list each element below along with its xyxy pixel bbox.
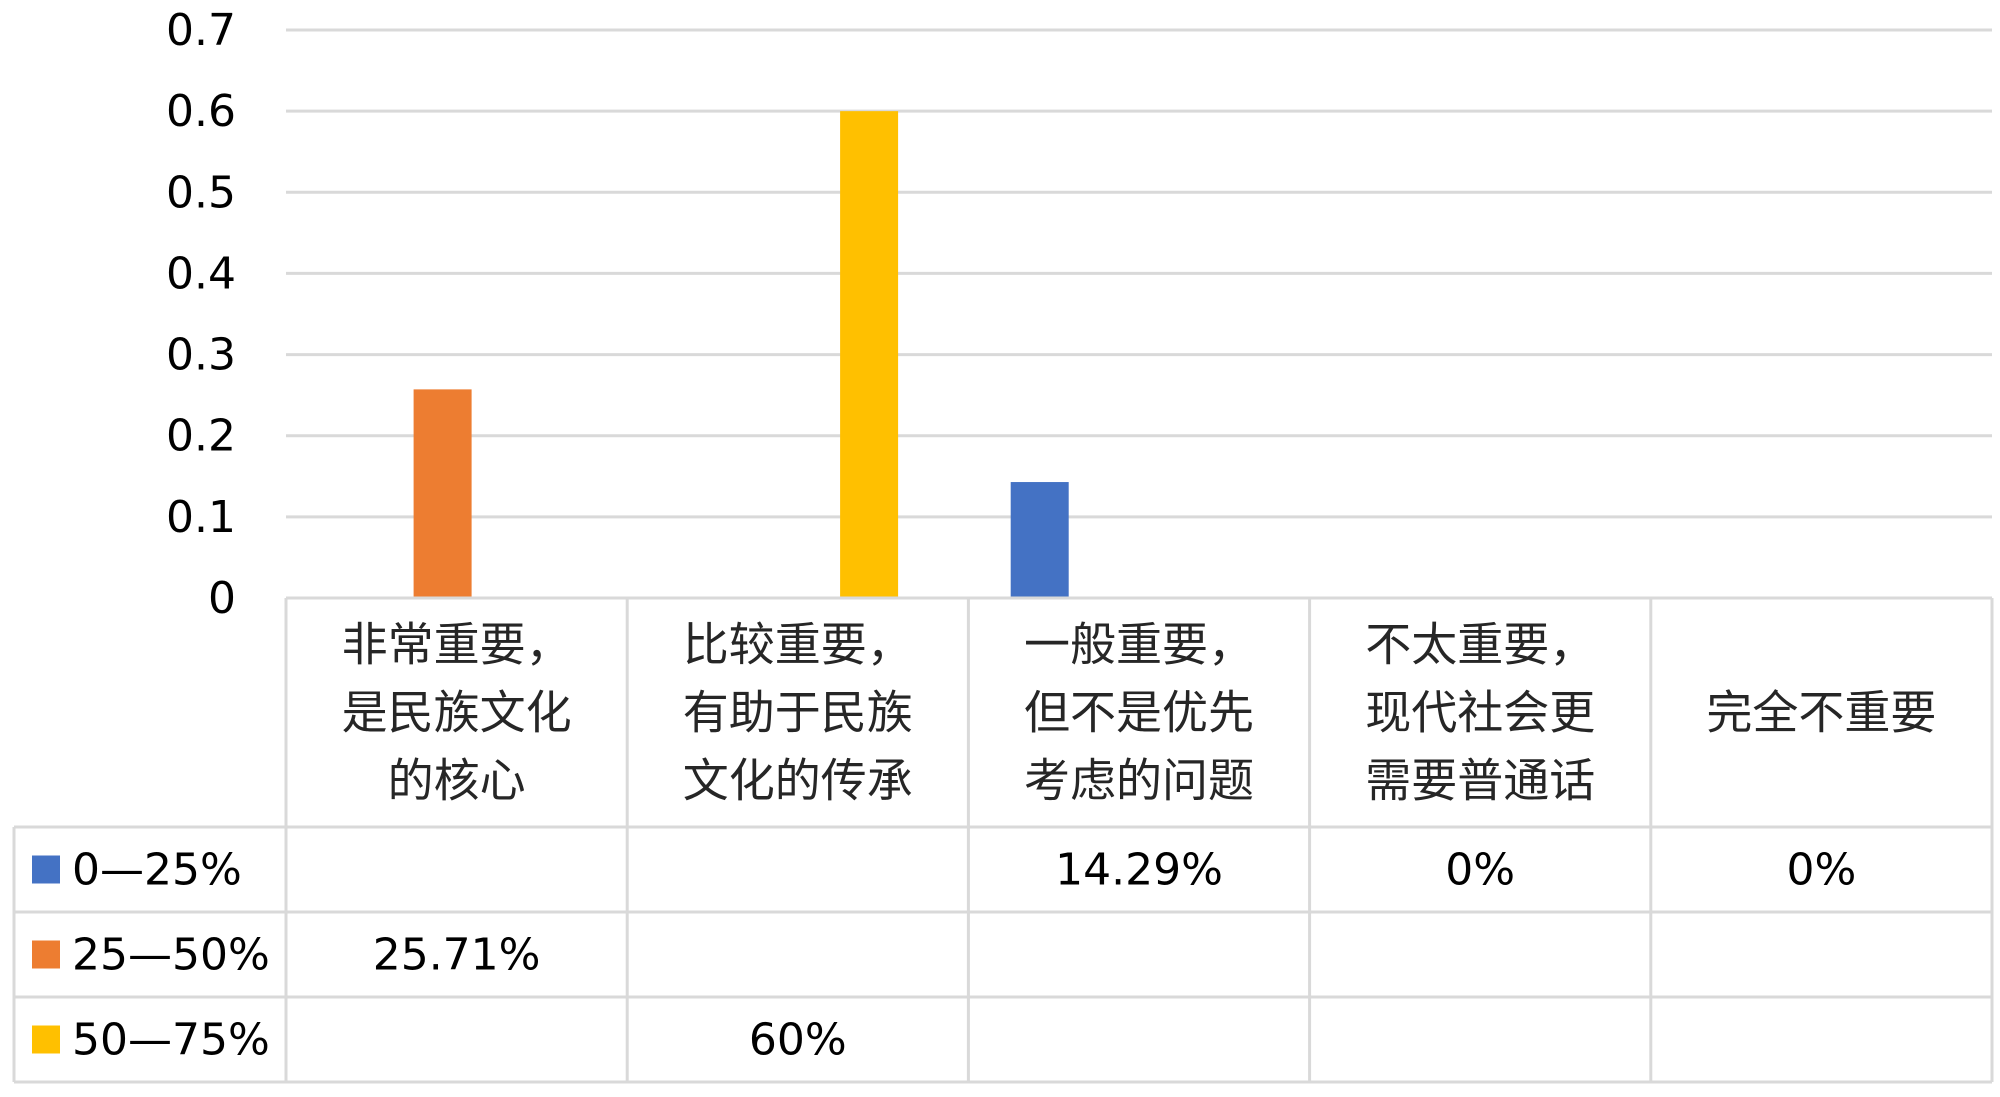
legend-swatch <box>32 1025 60 1054</box>
data-label: 0% <box>1786 845 1856 896</box>
legend-label: 0—25% <box>72 845 242 896</box>
data-label: 14.29% <box>1055 845 1223 896</box>
data-label: 0% <box>1445 845 1515 896</box>
y-tick-label: 0.5 <box>166 167 236 218</box>
y-tick-label: 0 <box>208 573 236 624</box>
gridlines <box>286 28 1992 519</box>
category-label: 不太重要， <box>1365 618 1595 672</box>
y-axis-ticks: 0 0.1 0.2 0.3 0.4 0.5 0.6 0.7 <box>166 5 236 624</box>
category-label: 一般重要， <box>1024 618 1254 672</box>
data-label: 60% <box>749 1015 847 1066</box>
category-label: 文化的传承 <box>683 754 913 808</box>
legend-label: 50—75% <box>72 1015 270 1066</box>
y-tick-label: 0.6 <box>166 86 236 137</box>
y-tick-label: 0.4 <box>166 248 236 299</box>
category-label: 需要普通话 <box>1365 754 1595 808</box>
y-tick-label: 0.3 <box>166 330 236 381</box>
data-label: 25.71% <box>373 930 541 981</box>
legend-swatch <box>32 855 60 884</box>
category-label: 有助于民族 <box>683 686 913 740</box>
category-label: 考虑的问题 <box>1024 754 1254 808</box>
bar-50—75% <box>840 111 899 599</box>
legend-label: 25—50% <box>72 930 270 981</box>
y-tick-label: 0.2 <box>166 411 236 462</box>
category-label: 的核心 <box>388 754 526 808</box>
category-label: 非常重要， <box>342 618 572 672</box>
bar-25—50% <box>413 389 472 598</box>
legend-swatch <box>32 940 60 969</box>
bars <box>413 111 1069 599</box>
y-tick-label: 0.1 <box>166 492 236 543</box>
category-label: 但不是优先 <box>1024 686 1254 740</box>
category-label: 是民族文化 <box>342 686 572 740</box>
category-label: 现代社会更 <box>1365 686 1595 740</box>
bar-0—25% <box>1010 482 1069 598</box>
category-label: 比较重要， <box>683 618 913 672</box>
category-label: 完全不重要 <box>1706 686 1936 740</box>
y-tick-label: 0.7 <box>166 5 236 56</box>
